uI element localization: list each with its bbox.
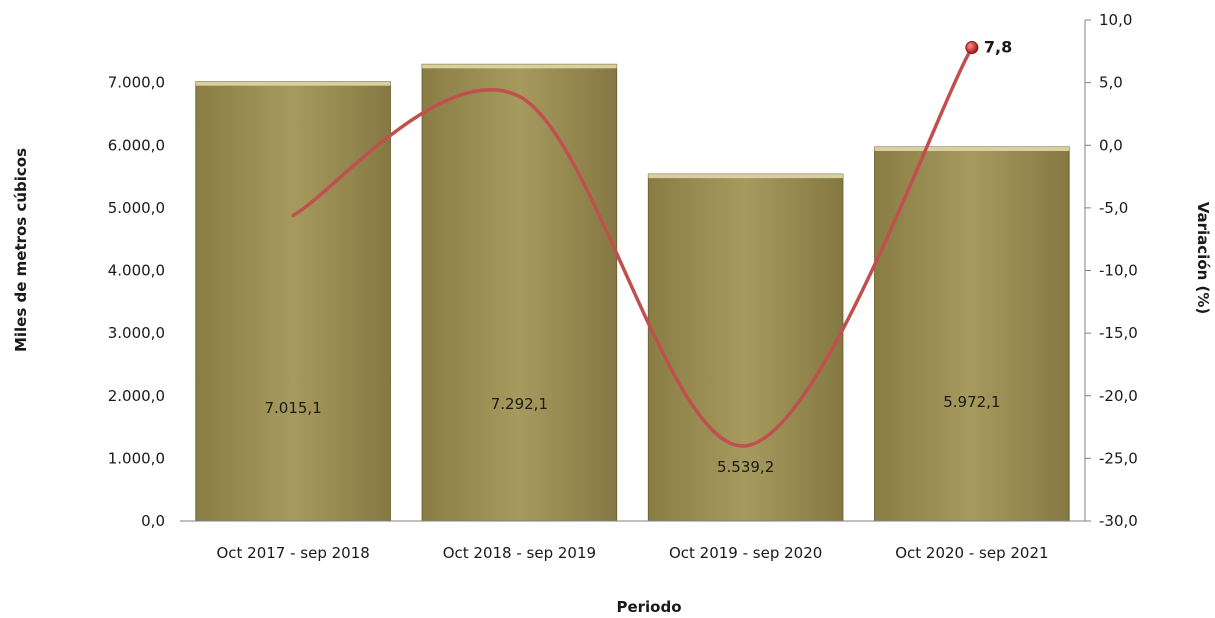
x-tick-label: Oct 2019 - sep 2020: [669, 544, 822, 562]
x-tick-label: Oct 2020 - sep 2021: [895, 544, 1048, 562]
y-axis-title: Miles de metros cúbicos: [12, 148, 30, 352]
y2-tick-label: -25,0: [1099, 449, 1138, 467]
bar: [421, 63, 618, 522]
bar-highlight: [648, 174, 843, 179]
bar-value-label: 7.015,1: [264, 399, 321, 417]
y-tick-label: 1.000,0: [108, 449, 165, 467]
x-axis-title: Periodo: [616, 598, 681, 616]
y-tick-label: 4.000,0: [108, 262, 165, 280]
line-layer: [291, 41, 979, 448]
y2-tick-label: -10,0: [1099, 262, 1138, 280]
bar: [874, 146, 1070, 522]
y-tick-label: 2.000,0: [108, 387, 165, 405]
y2-axis-title: Variación (%): [1194, 202, 1212, 315]
x-tick-label: Oct 2017 - sep 2018: [216, 544, 369, 562]
bar-highlight: [422, 64, 617, 69]
y2-tick-label: -5,0: [1099, 199, 1128, 217]
bar: [195, 81, 391, 522]
y2-tick-label: 5,0: [1099, 74, 1123, 92]
axes-layer: 0,0 1.000,0 2.000,0 3.000,0 4.000,0 5.000,0 6.…: [108, 11, 1138, 562]
line-point-marker: [965, 41, 979, 55]
y-tick-label: 5.000,0: [108, 199, 165, 217]
y-tick-label: 0,0: [141, 512, 165, 530]
bar: [647, 173, 844, 522]
y2-tick-label: -15,0: [1099, 324, 1138, 342]
bar-value-label: 7.292,1: [491, 395, 548, 413]
y2-tick-label: 10,0: [1099, 11, 1132, 29]
line-point-label: 7,8: [984, 38, 1012, 57]
labels-layer: 7.015,1 7.292,1 5.539,2 5.972,1 7,8: [264, 38, 1012, 476]
y2-tick-label: -20,0: [1099, 387, 1138, 405]
y-tick-label: 6.000,0: [108, 136, 165, 154]
x-tick-label: Oct 2018 - sep 2019: [443, 544, 596, 562]
bars-layer: [195, 63, 1070, 522]
y-tick-label: 3.000,0: [108, 324, 165, 342]
bar-value-label: 5.539,2: [717, 458, 774, 476]
bar-highlight: [195, 81, 391, 86]
y2-tick-label: 0,0: [1099, 136, 1123, 154]
bar-value-label: 5.972,1: [943, 393, 1000, 411]
y-tick-label: 7.000,0: [108, 74, 165, 92]
bar-highlight: [874, 146, 1070, 151]
y2-tick-label: -30,0: [1099, 512, 1138, 530]
variation-line: [291, 45, 974, 448]
